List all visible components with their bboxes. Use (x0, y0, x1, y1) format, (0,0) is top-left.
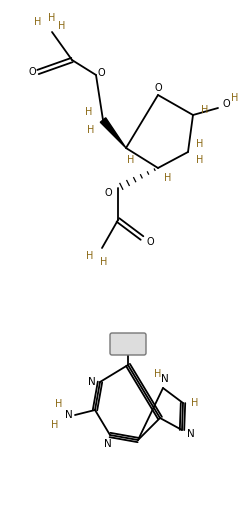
Text: H: H (58, 21, 66, 31)
FancyBboxPatch shape (110, 333, 146, 355)
Text: H: H (201, 105, 209, 115)
Text: H: H (86, 251, 94, 261)
Text: H: H (87, 125, 95, 135)
Text: H: H (164, 173, 172, 183)
Text: N: N (104, 439, 112, 449)
Text: O: O (97, 68, 105, 78)
Text: N: N (161, 374, 169, 384)
Text: H: H (231, 93, 239, 103)
Text: H: H (196, 155, 204, 165)
Text: O: O (104, 188, 112, 198)
Text: O: O (146, 237, 154, 247)
Text: H: H (48, 13, 56, 23)
Text: H: H (196, 139, 204, 149)
Text: H: H (154, 369, 162, 379)
Text: H: H (34, 17, 42, 27)
Text: H: H (127, 155, 135, 165)
Text: N: N (187, 429, 195, 439)
Text: N: N (65, 410, 73, 420)
Text: H: H (191, 398, 199, 408)
Text: H: H (55, 399, 63, 409)
Text: H: H (51, 420, 59, 430)
Text: O: O (222, 99, 230, 109)
Text: H: H (85, 107, 93, 117)
Text: H: H (100, 257, 108, 267)
Text: O: O (154, 83, 162, 93)
Text: N: N (88, 377, 96, 387)
Text: Abs: Abs (119, 339, 137, 349)
Text: O: O (28, 67, 36, 77)
Polygon shape (100, 118, 126, 148)
